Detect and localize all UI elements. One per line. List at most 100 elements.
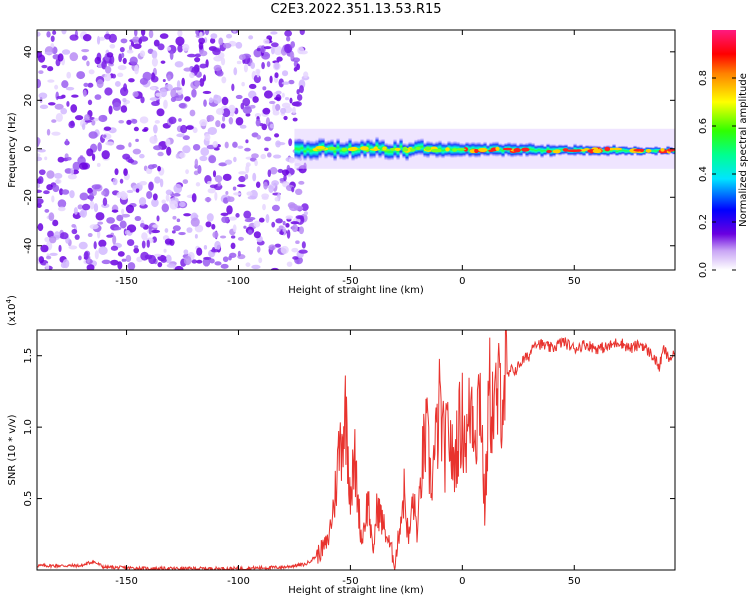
noise-speckle <box>83 82 89 87</box>
noise-speckle <box>220 57 226 66</box>
spectrogram-x-tick-label: -50 <box>342 276 358 287</box>
noise-speckle <box>134 30 138 37</box>
noise-speckle <box>65 86 75 91</box>
noise-speckle <box>173 183 183 194</box>
noise-speckle <box>196 259 203 264</box>
noise-speckle <box>77 204 83 210</box>
colorbar-tick-label: 0.8 <box>698 70 709 86</box>
signal-band-segment <box>390 143 394 161</box>
noise-speckle <box>37 198 44 205</box>
noise-speckle <box>232 30 237 33</box>
spectrogram-y-ticks: -40 -20 0 20 40 <box>23 45 675 254</box>
noise-speckle <box>117 261 123 270</box>
noise-speckle <box>221 216 229 224</box>
noise-speckle <box>242 97 251 107</box>
noise-speckle <box>51 195 55 203</box>
noise-speckle <box>118 120 125 124</box>
signal-core <box>415 146 421 151</box>
noise-speckle <box>97 142 102 152</box>
noise-speckle <box>109 43 116 49</box>
noise-speckle <box>93 203 99 213</box>
noise-speckle <box>271 221 276 228</box>
noise-speckle <box>267 169 272 178</box>
noise-speckle <box>286 261 293 267</box>
noise-speckle <box>157 43 165 51</box>
noise-speckle <box>248 216 256 221</box>
noise-speckle <box>151 57 158 67</box>
noise-speckle <box>245 262 251 267</box>
noise-speckle <box>214 261 222 266</box>
noise-speckle <box>81 48 90 53</box>
noise-speckle <box>222 115 226 122</box>
noise-speckle <box>225 191 229 195</box>
signal-core <box>478 147 488 152</box>
noise-speckle <box>181 77 185 87</box>
noise-speckle <box>281 70 289 77</box>
signal-band-segment <box>627 146 631 156</box>
signal-band-segment <box>309 140 313 162</box>
signal-band-segment <box>300 139 304 158</box>
noise-speckle <box>243 63 248 73</box>
noise-speckle <box>272 154 282 159</box>
noise-speckle <box>262 203 266 211</box>
noise-speckle <box>296 94 303 101</box>
noise-speckle <box>212 48 221 56</box>
noise-speckle <box>200 147 210 157</box>
noise-speckle <box>164 228 169 233</box>
noise-speckle <box>47 66 54 72</box>
signal-core <box>474 148 479 154</box>
noise-speckle <box>283 115 288 121</box>
noise-speckle <box>264 147 269 152</box>
noise-speckle <box>162 78 166 83</box>
noise-speckle <box>123 168 128 176</box>
noise-speckle <box>55 112 63 122</box>
noise-speckle <box>50 35 55 42</box>
spectrogram-x-tick-label: 0 <box>459 276 465 287</box>
noise-speckle <box>182 135 190 141</box>
noise-speckle <box>224 141 229 149</box>
noise-speckle <box>45 255 52 260</box>
noise-speckle <box>73 207 78 215</box>
noise-speckle <box>98 114 108 123</box>
noise-speckle <box>71 223 76 228</box>
signal-core <box>456 148 466 151</box>
signal-band-segment <box>624 145 628 157</box>
noise-speckle <box>94 56 102 65</box>
signal-band-segment <box>333 141 337 162</box>
snr-frame <box>36 329 676 571</box>
noise-speckle <box>195 182 201 187</box>
noise-speckle <box>284 97 290 101</box>
noise-speckle <box>52 219 59 227</box>
noise-speckle <box>192 127 198 134</box>
signal-band-segment <box>486 144 490 157</box>
noise-speckle <box>182 145 191 154</box>
noise-speckle <box>128 78 135 83</box>
noise-speckle <box>185 169 189 175</box>
signal-core <box>350 146 358 151</box>
noise-speckle <box>37 148 46 153</box>
noise-speckle <box>61 189 70 195</box>
snr-y-ticks: 0.5 1.0 1.5 <box>23 348 675 507</box>
noise-speckle <box>256 246 261 253</box>
noise-speckle <box>221 96 229 106</box>
noise-speckle <box>182 43 190 52</box>
noise-speckle <box>235 41 243 49</box>
noise-speckle <box>169 50 174 60</box>
signal-core <box>562 148 569 152</box>
noise-speckle <box>170 88 177 99</box>
noise-speckle <box>199 155 208 162</box>
noise-speckle <box>147 164 155 170</box>
noise-speckle <box>174 265 184 270</box>
noise-speckle <box>189 72 195 79</box>
signal-band-segment <box>537 144 541 156</box>
noise-speckle <box>38 169 46 176</box>
noise-speckle <box>272 103 276 113</box>
noise-speckle <box>262 107 271 115</box>
noise-speckle <box>298 249 308 254</box>
noise-speckle <box>248 35 254 40</box>
noise-speckle <box>167 74 172 82</box>
noise-speckle <box>301 241 306 249</box>
noise-speckle <box>154 253 162 257</box>
noise-speckle <box>220 263 229 269</box>
signal-core <box>566 149 575 152</box>
